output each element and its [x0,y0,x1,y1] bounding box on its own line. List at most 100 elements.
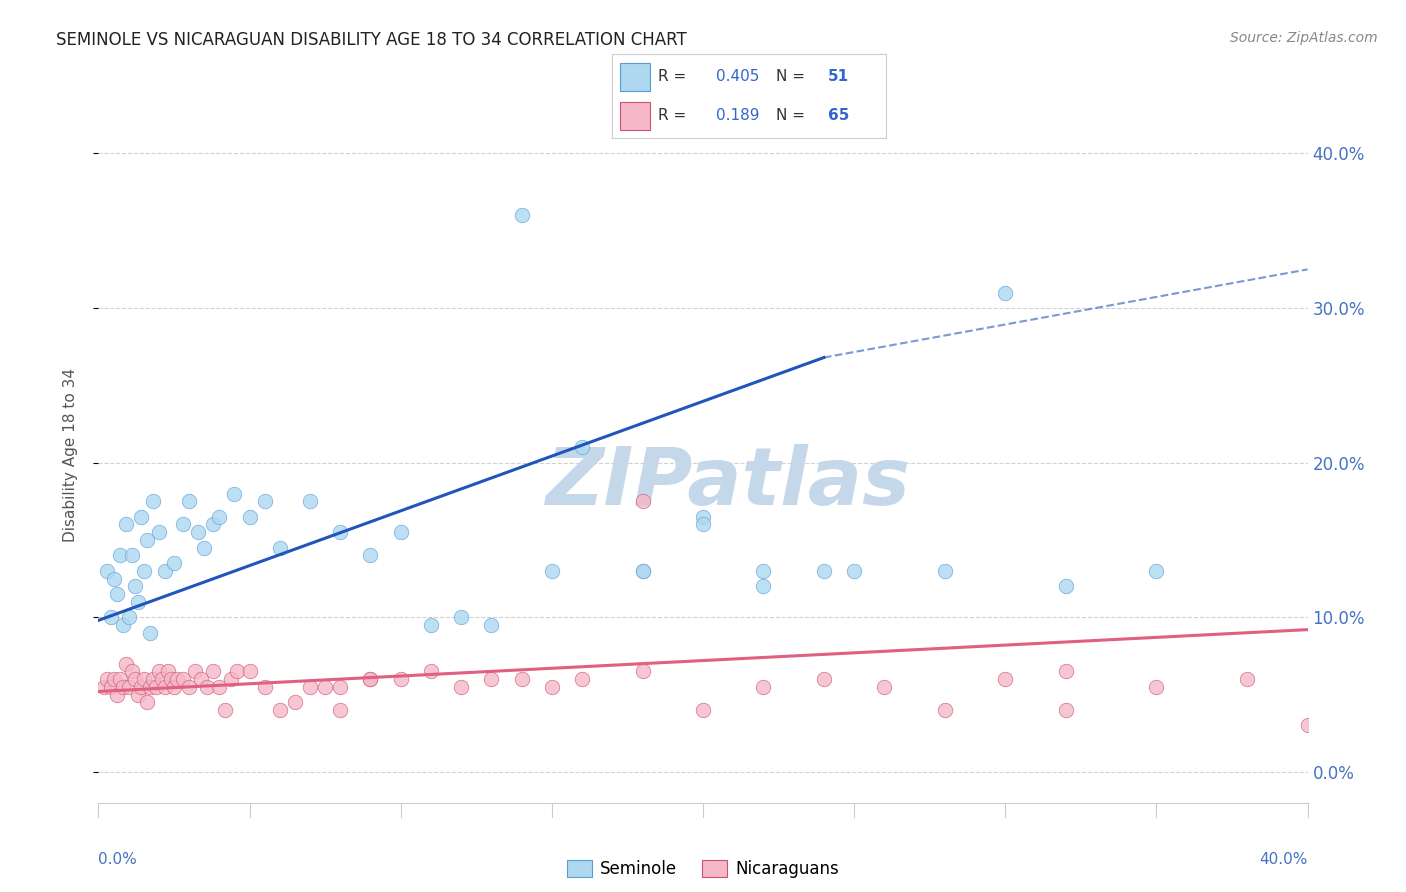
Point [135,533,157,547]
Point [994,672,1017,686]
Point [510,672,533,686]
Point [202,517,225,532]
Point [93,680,115,694]
Point [208,509,231,524]
Point [163,680,186,694]
Point [145,680,167,694]
Point [481,618,503,632]
Point [299,680,322,694]
Point [184,665,207,679]
Point [1054,703,1077,717]
Point [166,672,188,686]
Point [752,564,775,578]
Point [187,525,209,540]
Text: 51: 51 [828,70,849,85]
Point [1144,680,1167,694]
Point [114,517,136,532]
Text: N =: N = [776,108,806,123]
Point [108,549,131,563]
Point [692,703,714,717]
Text: R =: R = [658,70,686,85]
Point [105,587,128,601]
Point [329,525,352,540]
Point [103,572,125,586]
Point [148,665,170,679]
Point [139,625,162,640]
FancyBboxPatch shape [620,62,650,91]
Point [239,665,262,679]
Point [163,556,186,570]
Point [132,672,155,686]
Point [172,672,194,686]
Y-axis label: Disability Age 18 to 34: Disability Age 18 to 34 [63,368,77,542]
Point [193,541,215,555]
Text: R =: R = [658,108,686,123]
Point [124,579,146,593]
Point [160,672,183,686]
Point [100,610,122,624]
Point [450,680,472,694]
Point [360,672,382,686]
Point [934,703,956,717]
Text: N =: N = [776,70,806,85]
Point [124,672,146,686]
Point [96,672,118,686]
Point [631,564,654,578]
Point [139,680,162,694]
Point [202,665,225,679]
Point [253,494,276,508]
Point [132,564,155,578]
Text: 0.0%: 0.0% [98,852,138,866]
Point [111,618,134,632]
Point [179,494,201,508]
Point [129,509,152,524]
Point [224,486,246,500]
Point [420,665,443,679]
Point [692,509,714,524]
Point [118,610,141,624]
Point [103,672,125,686]
Point [631,665,654,679]
Point [420,618,443,632]
Point [118,680,141,694]
Point [195,680,218,694]
Point [314,680,336,694]
Point [153,680,176,694]
Point [121,549,143,563]
Point [360,549,382,563]
Text: 0.189: 0.189 [716,108,759,123]
Point [360,672,382,686]
Point [127,688,149,702]
Point [571,440,593,454]
Legend: Seminole, Nicaraguans: Seminole, Nicaraguans [560,854,846,885]
Point [631,494,654,508]
Point [284,695,307,709]
Point [142,494,165,508]
Point [692,517,714,532]
Point [631,564,654,578]
Point [1144,564,1167,578]
Point [329,680,352,694]
Point [1054,665,1077,679]
Point [510,208,533,222]
Point [208,680,231,694]
Point [540,680,562,694]
Point [844,564,866,578]
Point [540,564,562,578]
Text: 40.0%: 40.0% [1260,852,1308,866]
Point [127,595,149,609]
Point [172,517,194,532]
Point [813,564,835,578]
Point [752,680,775,694]
Text: 0.405: 0.405 [716,70,759,85]
Point [179,680,201,694]
Point [105,688,128,702]
Point [239,509,262,524]
Point [299,494,322,508]
Point [156,665,179,679]
Point [100,680,122,694]
Point [269,541,291,555]
Point [481,672,503,686]
Point [108,672,131,686]
Point [221,672,243,686]
